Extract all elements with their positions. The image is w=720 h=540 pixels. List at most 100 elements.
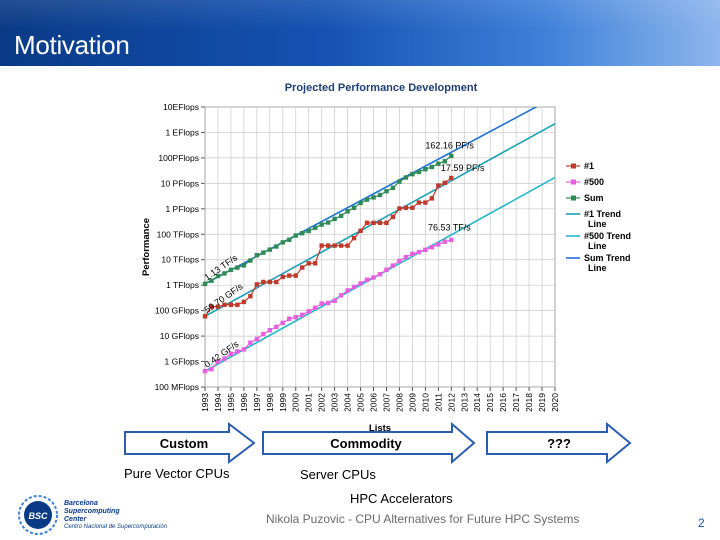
data-point-1 [202,314,208,319]
data-point-1 [397,206,402,211]
x-tick-label: 2001 [304,393,314,412]
data-point-500 [332,298,337,303]
data-point-500 [215,359,221,364]
x-tick-label: 2017 [511,393,521,412]
x-tick-label: 2012 [446,393,456,412]
logo-subtitle: Centro Nacional de Supercomputación [64,524,168,530]
y-tick-label: 10 PFlops [161,178,199,188]
data-point-1 [319,243,324,248]
data-point-500 [449,237,454,243]
data-point-sum [235,265,240,270]
data-point-1 [293,273,298,278]
arrow-future-label: ??? [547,436,571,451]
data-point-1 [449,175,454,181]
x-tick-label: 2002 [317,393,327,412]
x-tick-label: 2018 [524,393,534,412]
data-point-500 [325,300,331,306]
data-point-500 [384,267,389,273]
data-point-1 [390,214,396,220]
data-point-500 [241,347,247,352]
data-point-500 [429,245,435,250]
x-tick-label: 2009 [407,393,417,412]
data-point-500 [364,277,370,282]
data-point-500 [293,315,298,320]
data-point-sum [300,231,305,236]
data-point-sum [267,247,273,252]
legend-label-500: #500 [584,177,604,187]
arrow-custom-label: Custom [159,436,209,451]
data-point-500 [442,239,448,244]
data-point-1 [332,243,337,248]
data-point-500 [248,340,253,345]
data-point-500 [209,367,214,372]
x-tick-label: 2004 [343,393,353,412]
data-point-sum [397,179,402,184]
data-point-sum [312,225,318,230]
data-point-1 [338,243,344,248]
x-tick-label: 2014 [472,393,482,412]
x-tick-label: 2000 [291,393,301,412]
data-point-1 [345,243,350,248]
data-point-1 [287,273,292,278]
legend-marker-500 [571,179,576,185]
data-point-sum [222,271,227,276]
data-point-1 [241,299,247,305]
slide-title: Motivation [14,30,130,60]
data-point-1 [222,302,227,307]
data-point-sum [254,253,260,258]
data-point-sum [410,171,415,177]
caption-custom: Pure Vector CPUs [124,466,230,481]
data-point-sum [351,205,357,210]
data-point-500 [267,328,273,333]
data-point-1 [228,302,234,307]
data-point-sum [345,209,350,214]
data-point-500 [338,293,344,298]
y-tick-label: 10 TFlops [161,255,199,265]
legend-label-sum-trend-line: Sum Trend [584,253,631,263]
data-point-500 [202,368,208,374]
data-point-500 [410,251,415,257]
data-point-500 [358,281,363,286]
data-point-500 [280,320,285,326]
data-point-500 [261,331,266,337]
legend-label-sum-trend-line: Line [588,263,607,273]
y-tick-label: 1 GFlops [165,357,200,367]
legend-marker-1 [571,163,576,169]
data-point-500 [377,272,383,277]
page-number: 2 [698,516,705,530]
data-point-sum [293,233,298,238]
data-point-sum [416,169,422,175]
x-tick-label: 2005 [356,393,366,412]
data-point-1 [403,205,409,210]
logo-name-line-3: Center [64,516,87,523]
data-annotation: 162.16 PF/s [425,141,474,151]
x-tick-label: 1994 [213,393,223,412]
arrow-custom [124,421,256,465]
data-point-sum [384,189,389,194]
data-point-sum [319,222,324,227]
data-point-1 [371,220,376,226]
data-point-1 [358,228,363,233]
data-point-1 [274,279,279,285]
data-point-sum [228,267,234,273]
arrow-future [486,421,632,465]
data-point-1 [351,235,357,241]
arrow-commodity [262,421,476,465]
data-point-sum [215,273,221,279]
data-point-500 [228,351,234,357]
x-tick-label: 1998 [265,393,275,412]
data-point-500 [254,336,260,342]
x-tick-label: 2011 [433,393,443,412]
legend-label-500-trend-line: #500 Trend [584,231,631,241]
data-point-500 [390,263,396,268]
slide-header [0,0,720,66]
data-point-sum [377,192,383,198]
data-annotation: 17.59 PF/s [441,163,485,173]
data-point-sum [325,220,331,225]
data-point-1 [254,282,260,287]
data-point-500 [312,305,318,310]
data-point-1 [377,220,383,226]
trend-line-1-trend-line [205,123,555,318]
data-point-1 [325,243,331,248]
y-tick-label: 10EFlops [163,102,199,112]
